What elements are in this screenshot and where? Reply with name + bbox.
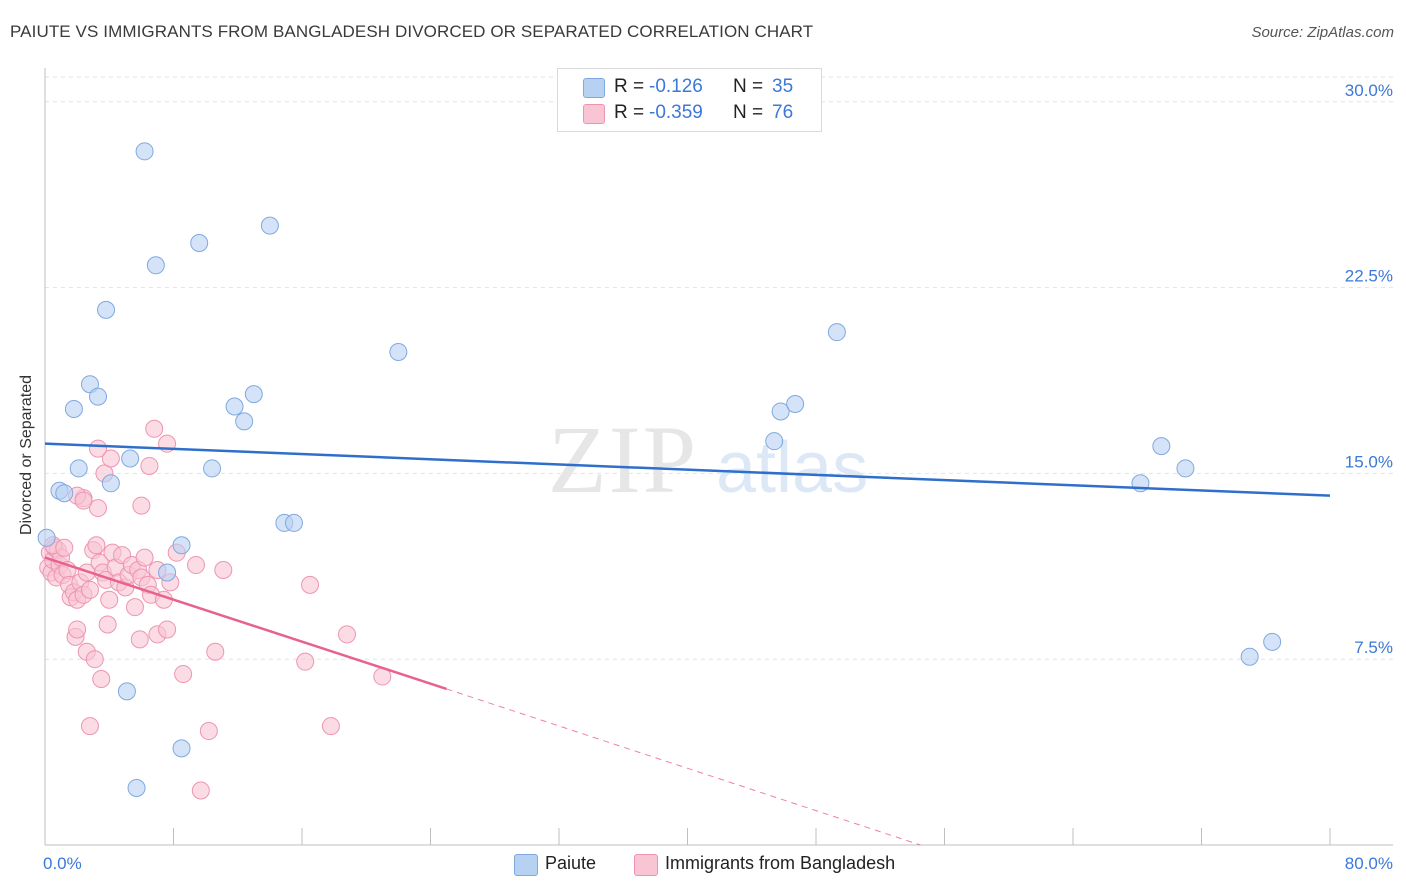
paiute-point [786, 395, 805, 414]
bangladesh-point [214, 561, 233, 580]
bangladesh-point [337, 625, 356, 644]
series-legend: Paiute Immigrants from Bangladesh [0, 850, 1406, 880]
paiute-point [1240, 647, 1259, 666]
paiute-point [97, 300, 116, 319]
paiute-point [135, 142, 154, 161]
paiute-point [1152, 437, 1171, 456]
bangladesh-point [145, 419, 164, 438]
paiute-legend-label: Paiute [545, 853, 597, 873]
bangladesh-point [98, 615, 117, 634]
paiute-point [389, 342, 408, 361]
paiute-legend-swatch [514, 854, 538, 876]
paiute-point [121, 449, 140, 468]
paiute-point [69, 459, 88, 478]
bangladesh-point [206, 642, 225, 661]
bangladesh-point [301, 575, 320, 594]
y-tick-label: 7.5% [1354, 638, 1393, 657]
source-label: Source: ZipAtlas.com [1251, 24, 1394, 41]
bangladesh-trend-extension [446, 688, 921, 846]
bangladesh-point [89, 499, 108, 518]
bangladesh-point [186, 556, 205, 575]
paiute-r-label: R = [614, 76, 645, 97]
bangladesh-point [92, 670, 111, 689]
watermark-atlas: atlas [716, 428, 868, 508]
y-tick-label: 15.0% [1345, 452, 1393, 471]
x-tick-label: 80.0% [1345, 854, 1393, 873]
paiute-points [37, 142, 1282, 798]
chart-title: PAIUTE VS IMMIGRANTS FROM BANGLADESH DIV… [10, 22, 814, 41]
bangladesh-point [140, 456, 159, 475]
bangladesh-point [296, 652, 315, 671]
paiute-point [64, 399, 83, 418]
y-tick-label: 22.5% [1345, 267, 1393, 286]
paiute-point [765, 432, 784, 451]
paiute-point [89, 387, 108, 406]
bangladesh-point [87, 536, 106, 555]
axes [44, 68, 1393, 846]
x-tick-label: 0.0% [43, 854, 82, 873]
bangladesh-point [135, 548, 154, 567]
bangladesh-r-value: -0.359 [649, 102, 703, 123]
bangladesh-point [74, 491, 93, 510]
tick-labels: 7.5% 15.0% 22.5% 30.0% 0.0% 80.0% [43, 81, 1393, 873]
paiute-n-label: N = [733, 76, 764, 97]
paiute-trend-line [44, 442, 1331, 497]
bangladesh-point [321, 717, 340, 736]
bangladesh-point [68, 620, 87, 639]
gridlines [45, 76, 1393, 660]
paiute-point [55, 484, 74, 503]
bangladesh-r-label: R = [614, 102, 645, 123]
paiute-point [127, 779, 146, 798]
bangladesh-point [125, 598, 144, 617]
bangladesh-point [199, 722, 218, 741]
paiute-point [172, 739, 191, 758]
bangladesh-legend-label: Immigrants from Bangladesh [665, 853, 896, 873]
bangladesh-n-value: 76 [772, 102, 794, 123]
bangladesh-point [174, 665, 193, 684]
paiute-point [235, 412, 254, 431]
bangladesh-point [80, 580, 99, 599]
stats-legend: R = -0.126 N = 35 R = -0.359 N = 76 [557, 68, 822, 132]
bangladesh-point [55, 538, 74, 557]
y-tick-label: 30.0% [1345, 81, 1393, 100]
bangladesh-point [130, 630, 149, 649]
bangladesh-point [80, 717, 99, 736]
paiute-point [117, 682, 136, 701]
paiute-point [827, 323, 846, 342]
paiute-point [771, 402, 790, 421]
bangladesh-point [101, 449, 120, 468]
bangladesh-point [191, 781, 210, 800]
bangladesh-trend-line [44, 556, 447, 691]
paiute-point [1176, 459, 1195, 478]
paiute-swatch [583, 78, 605, 98]
paiute-n-value: 35 [772, 76, 794, 97]
paiute-point [1263, 632, 1282, 651]
bangladesh-swatch [583, 104, 605, 124]
paiute-point [146, 256, 165, 275]
watermark-zip: ZIP [548, 406, 698, 513]
paiute-point [284, 513, 303, 532]
bangladesh-point [158, 620, 177, 639]
trend-lines [44, 442, 1331, 846]
paiute-point [101, 474, 120, 493]
bangladesh-point [89, 439, 108, 458]
bangladesh-points [39, 419, 392, 800]
paiute-point [172, 536, 191, 555]
paiute-point [203, 459, 222, 478]
paiute-r-value: -0.126 [649, 76, 703, 97]
bangladesh-point [85, 650, 104, 669]
bangladesh-legend-swatch [634, 854, 658, 876]
paiute-point [244, 385, 263, 404]
bangladesh-point [100, 590, 119, 609]
bangladesh-point [132, 496, 151, 515]
bangladesh-n-label: N = [733, 102, 764, 123]
paiute-point [260, 216, 279, 235]
watermark: ZIP atlas [548, 406, 868, 513]
paiute-point [225, 397, 244, 416]
paiute-point [190, 233, 209, 252]
paiute-point [37, 528, 56, 547]
paiute-point [158, 563, 177, 582]
